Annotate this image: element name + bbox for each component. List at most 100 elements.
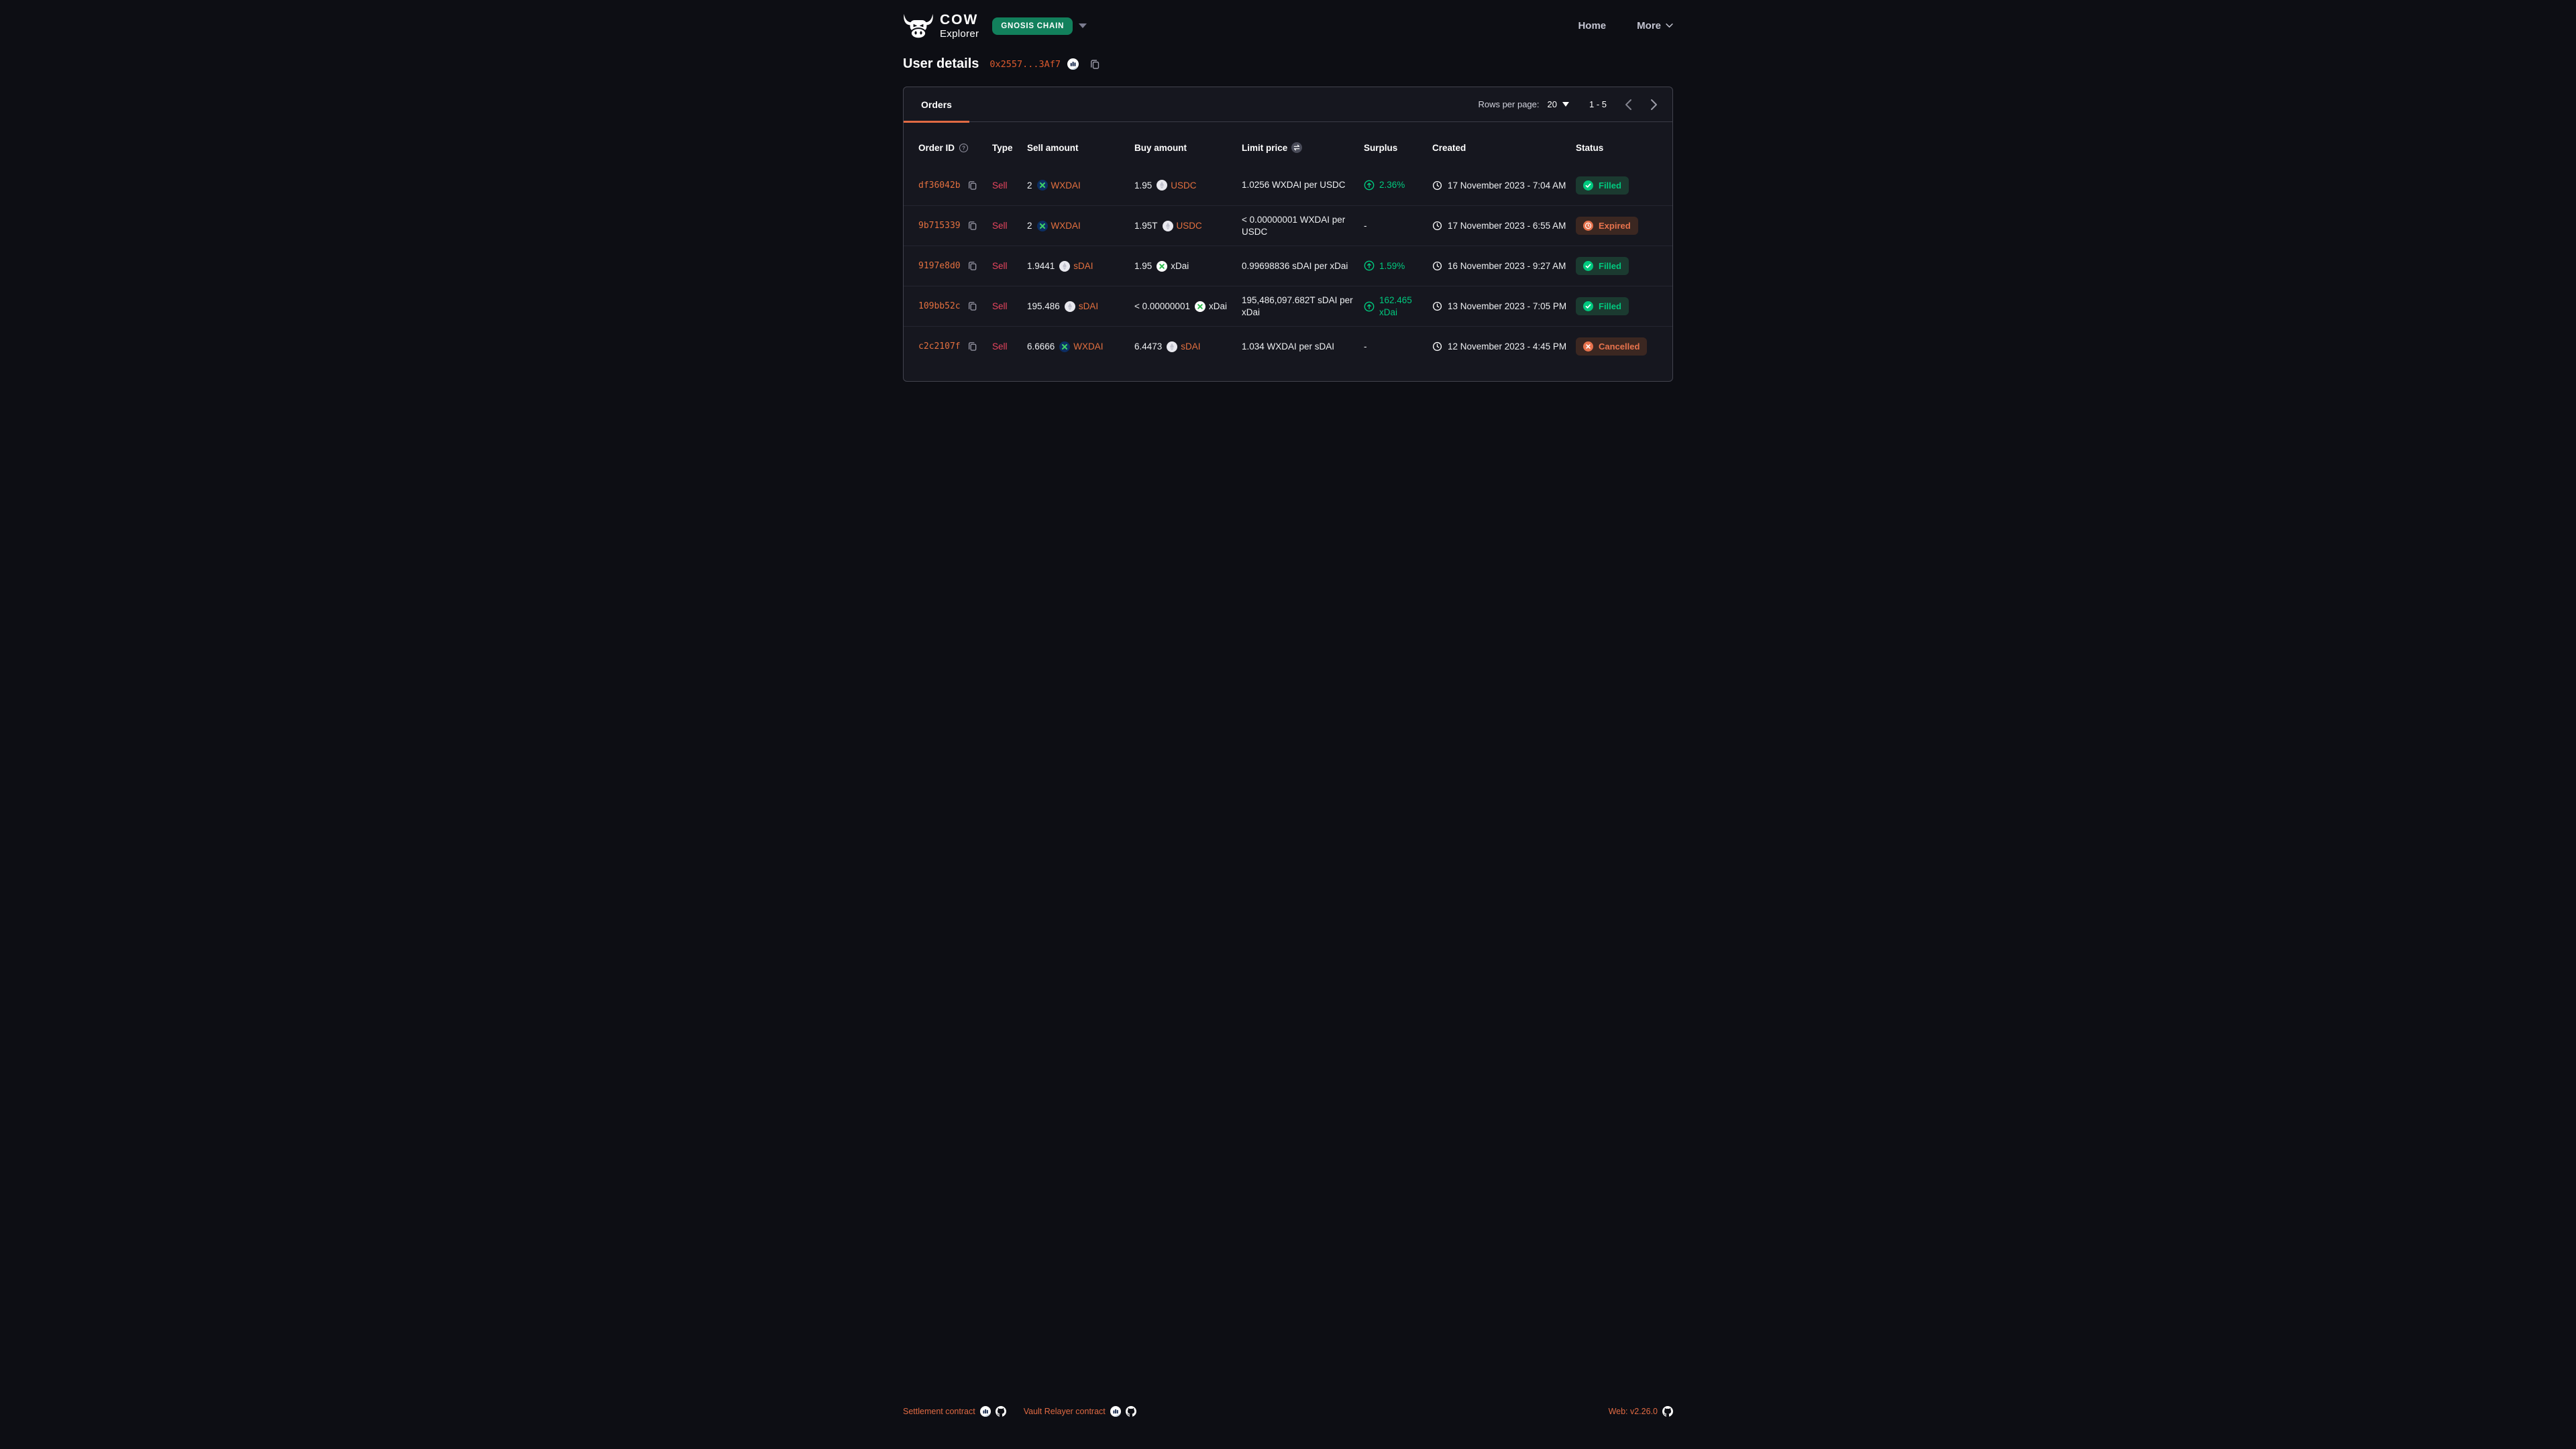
copy-icon[interactable] [967,341,977,352]
column-header-limit-price: Limit price [1242,142,1364,153]
prev-page-button[interactable] [1625,99,1632,111]
column-header-surplus: Surplus [1364,143,1432,153]
status-cell: Filled [1576,176,1658,195]
type-cell: Sell [992,221,1027,231]
surplus-up-icon [1364,180,1375,191]
surplus-up-icon [1364,301,1375,312]
sell-token-link[interactable]: WXDAI [1073,341,1104,352]
limit-price-value: 195,486,097.682T sDAI per xDai [1242,294,1353,317]
buy-token-label: xDai [1171,261,1189,271]
created-value: 12 November 2023 - 4:45 PM [1448,341,1567,352]
order-type: Sell [992,180,1008,191]
sell-amount-value: 6.6666 [1027,341,1055,352]
limit-price-cell: < 0.00000001 WXDAI per USDC [1242,214,1364,237]
copy-address-icon[interactable] [1089,59,1100,70]
app-footer: Settlement contract Vault Relayer contra… [0,1406,2576,1449]
next-page-button[interactable] [1650,99,1658,111]
generic-token-icon [1064,301,1075,312]
column-header-order-id: Order ID? [918,143,992,153]
sell-token-link[interactable]: WXDAI [1051,221,1081,231]
network-selector[interactable]: GNOSIS CHAIN [992,17,1087,35]
surplus-cell: 162.465 xDai [1364,294,1432,318]
page-range: 1 - 5 [1589,99,1607,109]
copy-icon[interactable] [967,221,977,231]
status-badge: Cancelled [1576,337,1648,356]
rows-per-page-value: 20 [1547,99,1557,109]
column-label: Buy amount [1134,142,1187,153]
network-badge[interactable]: GNOSIS CHAIN [992,17,1073,35]
buy-amount-cell: 1.95 xDai [1134,260,1242,272]
order-id-link[interactable]: c2c2107f [918,341,961,352]
order-id-link[interactable]: 9b715339 [918,221,961,231]
order-id-link[interactable]: 109bb52c [918,301,961,311]
copy-icon[interactable] [967,301,977,311]
buy-amount-cell: < 0.00000001 xDai [1134,301,1242,312]
sell-amount-cell: 6.6666 WXDAI [1027,341,1134,352]
order-id-cell: 109bb52c [918,301,992,311]
order-id-cell: df36042b [918,180,992,191]
help-icon[interactable]: ? [959,143,969,153]
copy-icon[interactable] [967,180,977,191]
sell-token-link[interactable]: sDAI [1073,261,1093,271]
sell-amount-value: 1.9441 [1027,261,1055,271]
user-address: 0x2557...3Af7 [989,58,1061,70]
buy-amount-value: < 0.00000001 [1134,301,1190,311]
gnosisscan-icon[interactable] [1110,1406,1121,1417]
tab-bar: Orders Rows per page: 20 1 - 5 [904,87,1672,123]
github-icon[interactable] [995,1406,1006,1417]
cow-explorer-logo[interactable]: COW Explorer [903,13,979,39]
clock-icon [1432,301,1442,311]
nav-more[interactable]: More [1637,20,1673,32]
tab-orders[interactable]: Orders [904,87,969,123]
buy-token-link[interactable]: USDC [1171,180,1197,191]
wxdai-token-icon [1059,341,1071,352]
order-id-link[interactable]: 9197e8d0 [918,261,961,271]
column-label: Type [992,142,1013,153]
table-row: 9b715339 Sell 2 WXDAI 1.95T USDC < 0.00000001 … [904,205,1672,246]
logo-subtitle: Explorer [940,28,979,40]
column-label: Limit price [1242,142,1288,153]
nav-more-label: More [1637,20,1661,32]
surplus-up-icon [1364,260,1375,271]
buy-token-link[interactable]: USDC [1176,221,1202,231]
buy-token-link[interactable]: sDAI [1181,341,1201,352]
vault-relayer-contract-link[interactable]: Vault Relayer contract [1023,1407,1106,1416]
copy-icon[interactable] [967,261,977,271]
web-version-group: Web: v2.26.0 [1609,1406,1673,1417]
check-circle-icon [1583,261,1593,271]
gnosisscan-icon[interactable] [979,1406,991,1417]
chevron-down-icon [1079,23,1087,28]
column-header-sell-amount: Sell amount [1027,143,1134,153]
tab-orders-label: Orders [921,99,952,110]
swap-icon[interactable] [1291,142,1303,153]
created-value: 16 November 2023 - 9:27 AM [1448,261,1566,271]
status-badge: Filled [1576,176,1629,195]
github-icon[interactable] [1125,1406,1136,1417]
sell-token-link[interactable]: sDAI [1078,301,1099,311]
created-cell: 16 November 2023 - 9:27 AM [1432,261,1576,271]
status-label: Filled [1599,180,1621,191]
column-label: Status [1576,142,1604,153]
gnosisscan-icon[interactable] [1067,58,1079,70]
surplus-value: 162.465 xDai [1379,294,1412,317]
nav-home-label: Home [1578,20,1607,32]
x-circle-icon [1583,341,1593,352]
order-type: Sell [992,341,1008,352]
status-cell: Cancelled [1576,337,1658,356]
created-value: 17 November 2023 - 7:04 AM [1448,180,1566,191]
settlement-contract-link[interactable]: Settlement contract [903,1407,975,1416]
type-cell: Sell [992,301,1027,311]
nav-home[interactable]: Home [1578,20,1606,32]
order-type: Sell [992,221,1008,231]
rows-per-page-select[interactable]: 20 [1548,99,1569,109]
github-icon[interactable] [1662,1406,1673,1417]
status-badge: Filled [1576,257,1629,275]
status-badge: Filled [1576,297,1629,315]
sell-token-link[interactable]: WXDAI [1051,180,1081,191]
limit-price-value: 0.99698836 sDAI per xDai [1242,260,1348,271]
surplus-cell: 2.36% [1364,179,1432,191]
order-id-link[interactable]: df36042b [918,180,961,191]
table-row: df36042b Sell 2 WXDAI 1.95 USDC 1.0256 WXDAI p… [904,165,1672,205]
vault-relayer-contract-group: Vault Relayer contract [1024,1406,1136,1417]
dropdown-caret-icon [1562,102,1569,107]
